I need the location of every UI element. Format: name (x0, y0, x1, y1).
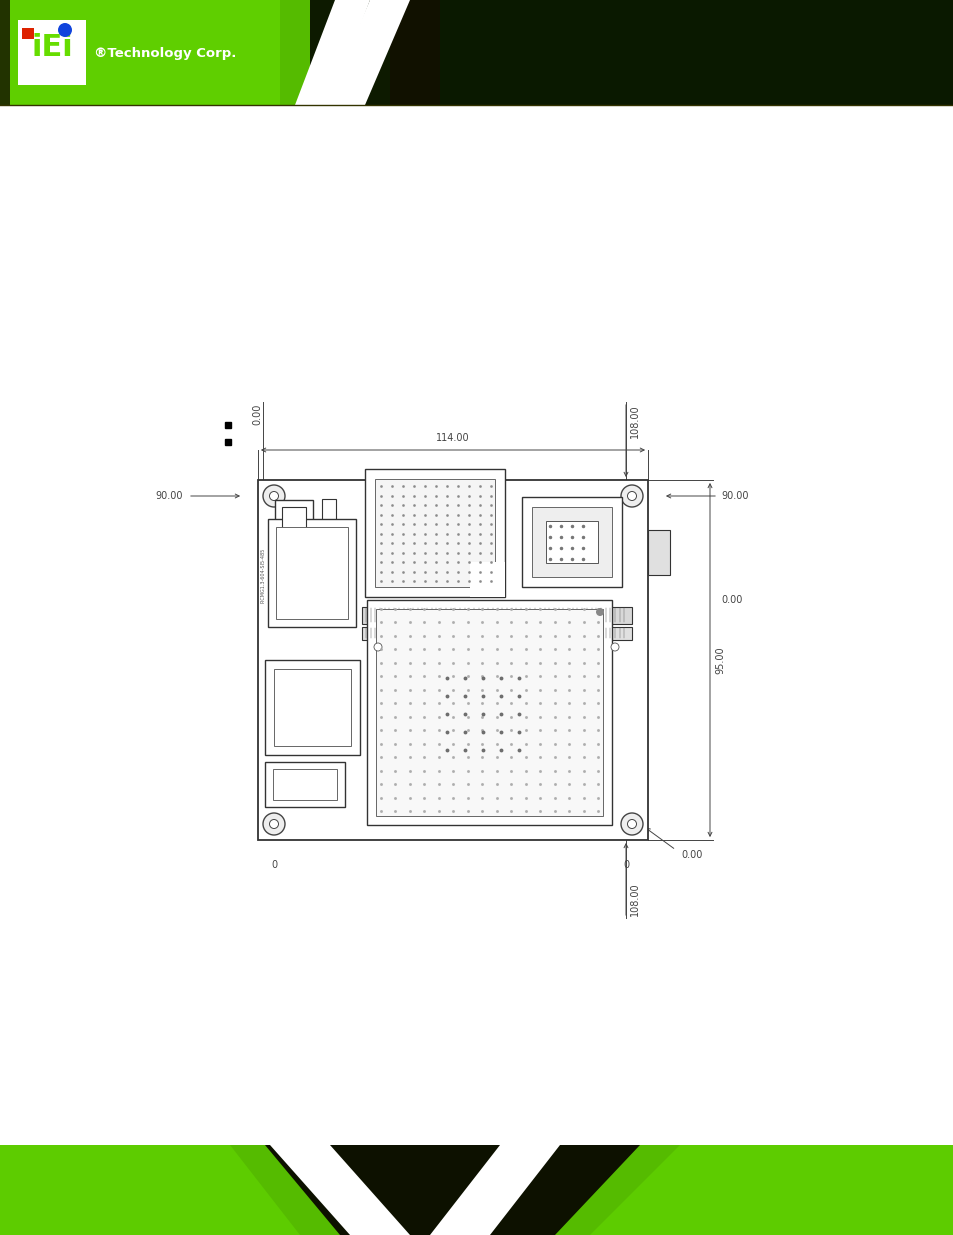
Text: 90.00: 90.00 (155, 492, 183, 501)
Text: 114.00: 114.00 (436, 433, 469, 443)
Bar (275, 527, 348, 619)
Bar (521, 496, 621, 587)
Circle shape (269, 492, 278, 500)
Bar (0, 0, 310, 105)
Circle shape (620, 485, 642, 508)
Bar (265, 659, 359, 755)
Bar (0, 0, 280, 105)
Polygon shape (430, 1145, 559, 1235)
Bar (268, 519, 355, 627)
Bar (18, 20, 86, 85)
Bar (647, 530, 669, 576)
Polygon shape (294, 0, 370, 105)
Polygon shape (0, 1145, 339, 1235)
Circle shape (627, 820, 636, 829)
Bar (22, 28, 34, 40)
Circle shape (269, 820, 278, 829)
Text: 108.00: 108.00 (629, 404, 639, 437)
Bar (265, 762, 345, 806)
Circle shape (610, 643, 618, 651)
Text: iEi: iEi (31, 32, 72, 62)
Bar (439, 0, 953, 105)
Text: PICMG1.3-604-SI5-485: PICMG1.3-604-SI5-485 (260, 547, 265, 603)
Bar (532, 508, 612, 577)
Bar (274, 669, 351, 746)
Polygon shape (589, 1145, 953, 1235)
Bar (375, 609, 602, 816)
Circle shape (620, 813, 642, 835)
Circle shape (58, 23, 71, 37)
Bar (545, 521, 598, 563)
Bar (0, 0, 953, 105)
Bar (322, 524, 335, 538)
Bar (273, 769, 336, 800)
Bar (361, 606, 631, 624)
Polygon shape (0, 1145, 299, 1235)
Polygon shape (270, 1145, 410, 1235)
Circle shape (374, 643, 381, 651)
Circle shape (263, 813, 285, 835)
Bar (361, 627, 631, 640)
Bar (274, 500, 313, 538)
Bar (322, 499, 335, 521)
Bar (0, 0, 10, 105)
Text: 0.00: 0.00 (680, 850, 701, 860)
Bar (0, 1145, 953, 1235)
Text: 0: 0 (271, 860, 276, 869)
Bar (390, 0, 953, 105)
Circle shape (596, 608, 603, 616)
Bar (470, 562, 504, 597)
Text: 95.00: 95.00 (714, 646, 724, 674)
Bar (375, 479, 495, 587)
Text: 90.00: 90.00 (720, 492, 748, 501)
Text: 0.00: 0.00 (252, 404, 262, 425)
Text: 108.00: 108.00 (629, 882, 639, 916)
Text: 0.00: 0.00 (720, 595, 741, 605)
Bar (257, 480, 647, 840)
Bar (367, 600, 612, 825)
Bar (282, 508, 306, 531)
Polygon shape (555, 1145, 953, 1235)
Circle shape (263, 485, 285, 508)
Text: 0: 0 (622, 860, 628, 869)
Polygon shape (325, 0, 410, 105)
Bar (365, 469, 504, 597)
Text: ®Technology Corp.: ®Technology Corp. (94, 47, 236, 59)
Circle shape (627, 492, 636, 500)
